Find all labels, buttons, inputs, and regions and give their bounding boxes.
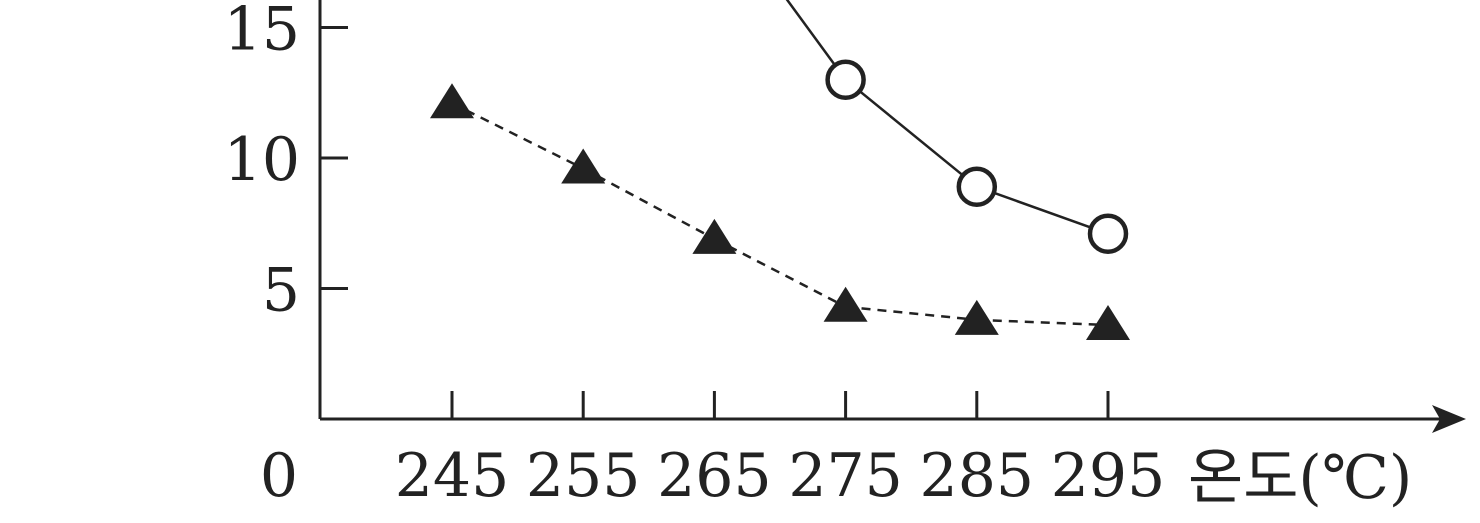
x-axis-title: 온도(℃) <box>1188 443 1412 513</box>
y-tick-label: 10 <box>224 125 300 195</box>
series-line-segment <box>713 237 847 308</box>
data-point-circle <box>956 166 998 207</box>
data-point-triangle <box>430 83 474 119</box>
series-line-segment <box>976 185 1109 235</box>
ticks <box>320 26 1110 419</box>
data-point-triangle <box>692 218 737 254</box>
x-tick-label: 265 <box>657 441 772 511</box>
x-axis-arrow <box>1432 405 1466 433</box>
series-line-segment <box>845 305 977 322</box>
x-tick-label: 285 <box>920 441 1035 511</box>
axes <box>318 0 1466 433</box>
data-point-triangle <box>954 299 999 335</box>
series-line-segment <box>844 78 978 188</box>
y-tick-label: 15 <box>224 0 300 65</box>
x-tick-label: 295 <box>1051 441 1166 511</box>
series-line-segment <box>582 167 715 241</box>
y-tick-label: 5 <box>262 256 300 326</box>
series-line-segment <box>451 102 584 170</box>
data-point-triangle <box>1086 305 1130 341</box>
labels: 5 10 15 245 255 265 275 285 295 0 온도(℃) <box>224 0 1413 513</box>
series-layer <box>430 0 1130 341</box>
x-tick-label: 255 <box>526 441 641 511</box>
x-tick-label: 275 <box>788 441 903 511</box>
origin-label: 0 <box>260 441 298 511</box>
data-point-triangle <box>561 148 606 184</box>
data-point-circle <box>825 59 866 100</box>
data-point-triangle <box>823 286 868 322</box>
series-line-segment <box>976 318 1109 327</box>
x-tick-label: 245 <box>395 441 510 511</box>
data-point-circle <box>1087 213 1129 254</box>
